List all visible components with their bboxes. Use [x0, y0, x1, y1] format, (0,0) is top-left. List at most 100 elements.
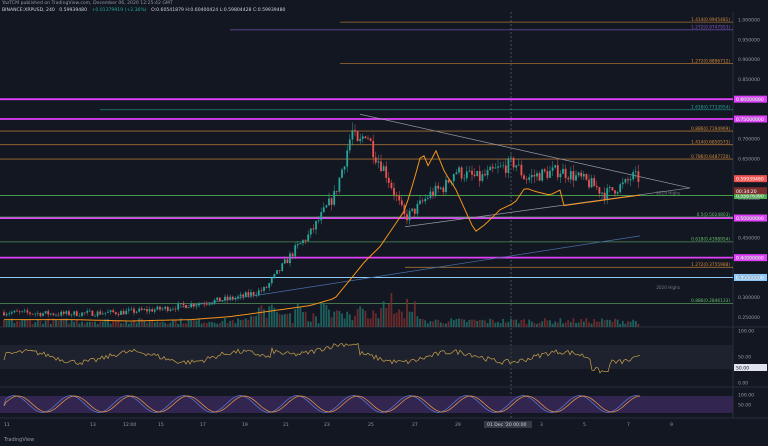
volume-bar: [471, 319, 473, 327]
candle-body: [598, 187, 601, 194]
candle-body: [593, 178, 596, 187]
candle-body: [70, 314, 73, 316]
candle-body: [174, 308, 177, 310]
volume-bar: [263, 309, 265, 327]
candle-body: [247, 292, 250, 296]
candle-body: [546, 171, 549, 178]
candle-body: [590, 178, 593, 188]
crosshair-time-tag: [484, 421, 532, 428]
level-label: 0.618(0.4398954): [691, 237, 730, 243]
volume-bar: [551, 323, 554, 327]
volume-bar: [13, 322, 16, 327]
candle-body: [130, 308, 133, 310]
volume-bar: [403, 318, 406, 327]
price-axis-label: 0.900000: [738, 57, 760, 63]
volume-bar: [10, 318, 13, 327]
volume-bar: [146, 323, 148, 327]
volume-bar: [458, 318, 460, 327]
candle-body: [333, 190, 336, 205]
volume-bar: [130, 322, 133, 327]
candle-body: [75, 311, 78, 316]
volume-bar: [624, 323, 627, 327]
price-axis-label: 0.450000: [738, 236, 760, 242]
volume-bar: [42, 323, 44, 327]
volume-bar: [538, 322, 541, 327]
candle-body: [320, 212, 323, 221]
price-axis-label: 0.800000: [738, 97, 760, 103]
volume-bar: [60, 318, 63, 327]
level-label: 1.414(0.9945481): [691, 17, 730, 23]
volume-bar: [491, 319, 494, 327]
time-axis-label: 29: [455, 422, 461, 428]
candle-body: [445, 179, 447, 193]
candle-body: [237, 296, 239, 299]
volume-bar: [606, 319, 609, 327]
stoch-band: [0, 396, 733, 413]
candle-body: [65, 311, 68, 314]
volume-bar: [497, 321, 499, 327]
candle-body: [242, 294, 245, 297]
candle-body: [577, 172, 580, 176]
rsi-value-tag: [734, 364, 767, 371]
volume-bar: [291, 322, 294, 327]
time-axis-label: 21: [283, 422, 289, 428]
volume-bar: [530, 321, 533, 327]
candle-body: [481, 174, 484, 181]
candle-body: [161, 308, 164, 310]
candle-body: [268, 283, 271, 288]
candle-body: [432, 191, 434, 196]
candle-body: [341, 169, 343, 178]
volume-bar: [429, 320, 432, 327]
volume-bar: [629, 321, 632, 327]
candle-body: [198, 303, 200, 306]
trendline-lower: [404, 187, 691, 228]
volume-bar: [484, 320, 486, 327]
symbol-name: BINANCE:XRPUSD, 240: [2, 8, 55, 13]
volume-bar: [523, 319, 525, 327]
rsi-axis-label: 0.00: [738, 381, 748, 387]
candle-body: [122, 311, 125, 315]
volume-bar: [88, 321, 91, 327]
price-axis-label: 0.650000: [738, 156, 760, 162]
volume-bar: [182, 323, 185, 327]
volume-bar: [65, 318, 68, 327]
candle-body: [356, 131, 359, 142]
candle-body: [556, 165, 559, 178]
volume-bar: [504, 322, 507, 327]
candle-body: [218, 297, 221, 302]
volume-bar: [536, 323, 538, 327]
candle-body: [348, 139, 351, 151]
volume-bar: [283, 314, 286, 327]
volume-bar: [135, 322, 138, 327]
volume-bar: [273, 307, 276, 327]
volume-bar: [595, 321, 598, 327]
candle-body: [499, 165, 502, 167]
candle-body: [489, 166, 492, 171]
stoch-d-line: [3, 395, 641, 413]
volume-bar: [465, 322, 468, 327]
chart-annotation: 2020 Highs: [656, 285, 680, 290]
volume-bar: [315, 316, 317, 327]
time-axis-label: 23: [324, 422, 330, 428]
volume-bar: [343, 318, 346, 327]
crosshair-time-label: 01 Dec '20 00:00: [487, 422, 527, 428]
rsi-band: [0, 345, 733, 369]
volume-bar: [18, 321, 21, 327]
candle-body: [57, 314, 60, 316]
volume-bar: [468, 319, 471, 327]
candle-body: [387, 177, 390, 183]
volume-bar: [614, 318, 616, 327]
volume-bar: [400, 311, 403, 327]
candle-body: [44, 311, 47, 314]
volume-bar: [528, 319, 531, 327]
candle-body: [239, 294, 242, 297]
price-change: +0.01379919 (+2.36%): [91, 8, 147, 13]
candle-body: [473, 174, 476, 176]
candle-body: [159, 306, 161, 310]
volume-bar: [387, 303, 390, 327]
time-axis-label: 3: [540, 422, 543, 428]
level-badge: [734, 192, 767, 200]
volume-bar: [619, 323, 622, 327]
candle-body: [203, 303, 206, 305]
